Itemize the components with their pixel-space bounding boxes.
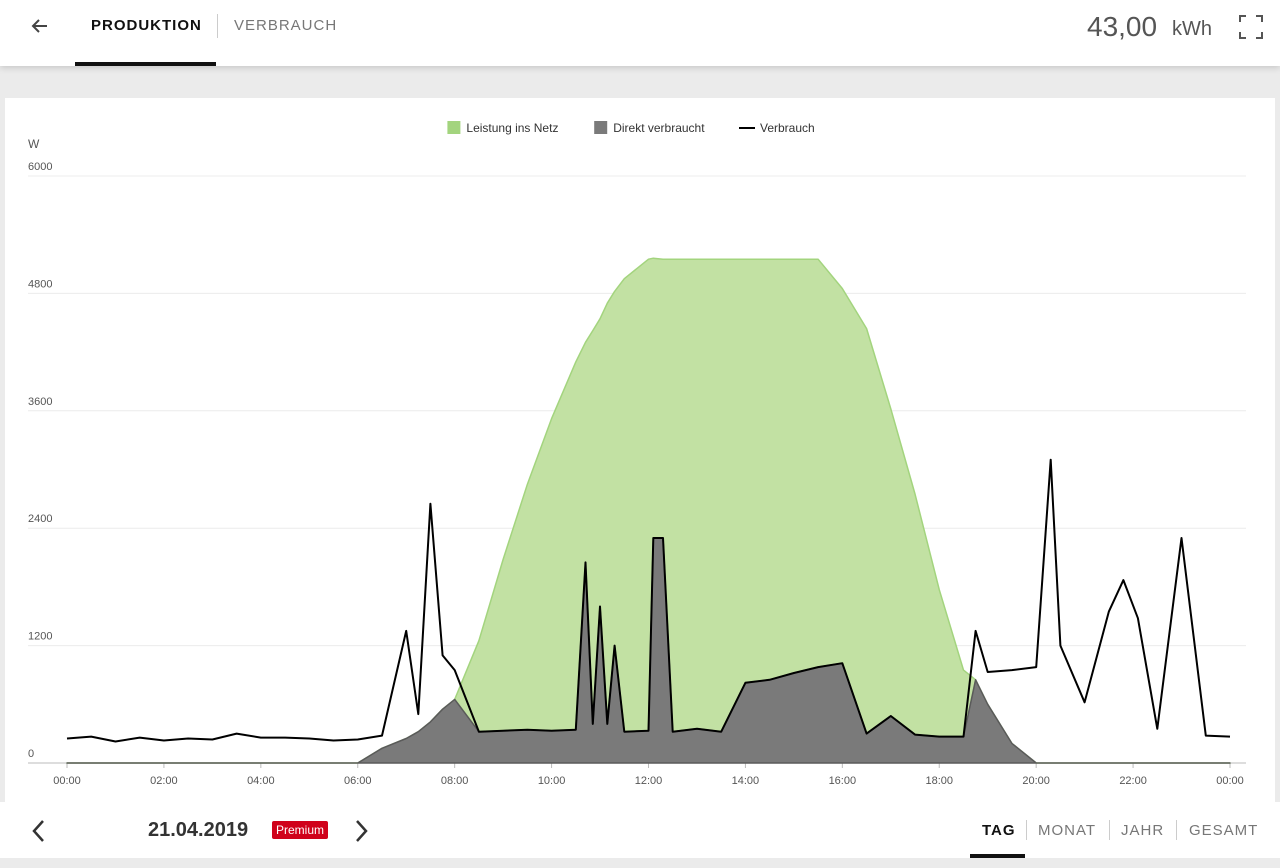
legend-label: Direkt verbraucht <box>613 121 705 135</box>
legend-marker <box>447 121 461 134</box>
tab-indicator <box>75 62 216 66</box>
next-button[interactable] <box>350 818 372 844</box>
x-tick-label: 04:00 <box>247 775 275 787</box>
x-tick-label: 10:00 <box>538 775 566 787</box>
separator <box>1176 820 1177 840</box>
separator <box>1109 820 1110 840</box>
period-tab[interactable]: JAHR <box>1121 822 1165 839</box>
bottom-bar: 21.04.2019 Premium TAG MONAT JAHR GESAMT <box>0 802 1280 858</box>
legend-label: Verbrauch <box>760 121 815 135</box>
y-axis-label: W <box>28 137 40 151</box>
tab[interactable]: PRODUKTION <box>91 17 202 34</box>
y-tick-label: 3600 <box>28 396 52 408</box>
x-tick-label: 18:00 <box>925 775 953 787</box>
period-indicator <box>970 854 1025 858</box>
y-tick-label: 0 <box>28 748 34 760</box>
total-value: 43,00 <box>1087 11 1158 42</box>
x-tick-label: 08:00 <box>441 775 469 787</box>
chart: W 0 1200 2400 3600 4800 6000 00:00 02:00 04:00 06… <box>28 121 1246 787</box>
period-tab[interactable]: MONAT <box>1038 822 1097 839</box>
y-tick-label: 1200 <box>28 631 52 643</box>
tab[interactable]: VERBRAUCH <box>234 17 338 34</box>
prev-button[interactable] <box>28 818 50 844</box>
back-button[interactable] <box>28 14 52 38</box>
period-tab[interactable]: GESAMT <box>1189 822 1259 839</box>
legend-label: Leistung ins Netz <box>466 121 558 135</box>
period-tab[interactable]: TAG <box>982 822 1016 839</box>
x-tick-label: 00:00 <box>1216 775 1244 787</box>
fullscreen-button[interactable] <box>1238 14 1264 40</box>
x-tick-label: 12:00 <box>635 775 663 787</box>
premium-badge: Premium <box>272 821 329 839</box>
x-tick-label: 02:00 <box>150 775 178 787</box>
date[interactable]: 21.04.2019 <box>148 819 249 841</box>
x-tick-label: 06:00 <box>344 775 372 787</box>
x-tick-label: 22:00 <box>1119 775 1147 787</box>
area <box>66 257 1231 764</box>
x-tick-label: 16:00 <box>829 775 857 787</box>
x-tick-label: 20:00 <box>1022 775 1050 787</box>
y-tick-label: 4800 <box>28 278 52 290</box>
total-unit: kWh <box>1172 18 1212 40</box>
separator <box>1026 820 1027 840</box>
y-tick-label: 2400 <box>28 513 52 525</box>
separator <box>217 14 218 38</box>
line <box>66 458 1231 743</box>
y-tick-label: 6000 <box>28 161 52 173</box>
x-tick-label: 14:00 <box>732 775 760 787</box>
top-bar: PRODUKTION VERBRAUCH 43,00 kWh <box>0 0 1280 66</box>
legend-marker <box>594 121 608 134</box>
x-tick-label: 00:00 <box>53 775 81 787</box>
